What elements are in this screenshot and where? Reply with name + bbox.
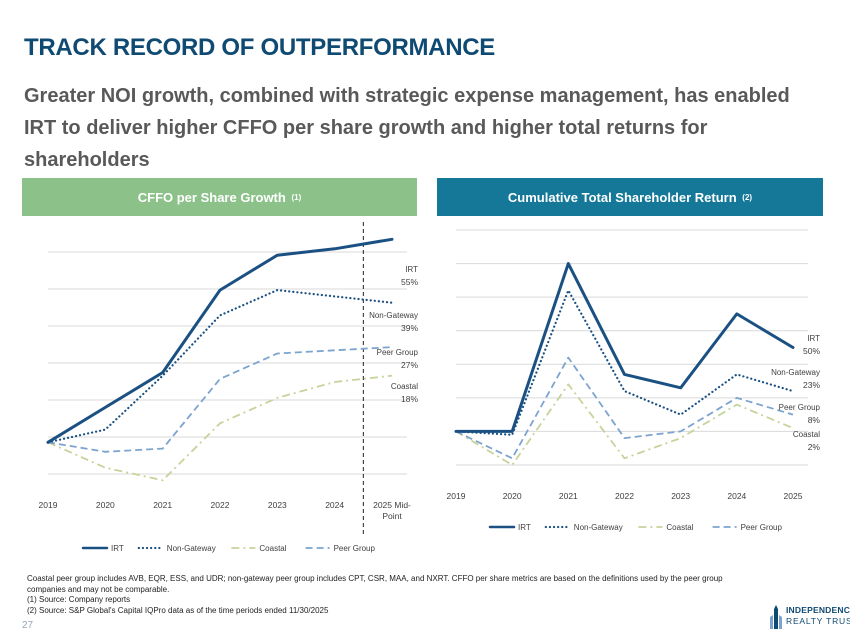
x-tick-label: 2022 [615, 491, 634, 501]
x-tick-label: 2024 [325, 500, 344, 510]
cffo-panel-note: (1) [291, 192, 302, 202]
page-subtitle: Greater NOI growth, combined with strate… [24, 85, 790, 171]
x-tick-label: 2020 [503, 491, 522, 501]
x-tick-label: 2023 [268, 500, 287, 510]
end-label-non-gateway: Non-Gateway [369, 311, 418, 320]
tsr-chart: 2019 2020 2021 2022 2023 2024 2025 IRT 50% Non-Ga… [447, 229, 821, 532]
cffo-panel-title: CFFO per Share Growth [137, 189, 286, 205]
x-tick-label: 2019 [447, 491, 466, 501]
legend-label-coastal: Coastal [666, 523, 693, 532]
company-logo: INDEPENDENCE REALTY TRUST [768, 603, 850, 631]
end-label-coastal: Coastal [793, 430, 820, 439]
logo-text-top: INDEPENDENCE [786, 605, 850, 615]
page-number: 27 [22, 620, 34, 631]
footnotes: Coastal peer group includes AVB, EQR, ES… [27, 574, 757, 616]
x-tick-label: 2022 [211, 500, 230, 510]
tsr-panel-header: Cumulative Total Shareholder Return (2) [437, 178, 823, 216]
footnote-2: (2) Source: S&P Global's Capital IQPro d… [27, 605, 329, 615]
series-line-peer-group [47, 346, 393, 453]
cffo-growth-chart: 2019 2020 2021 2022 2023 2024 2025 Mid-Point IR… [39, 222, 419, 553]
x-tick-label: 2021 [559, 491, 578, 501]
legend-label-non-gateway: Non-Gateway [167, 544, 216, 553]
x-tick-label: 2025 Mid- [373, 500, 411, 510]
legend-label-peer-group: Peer Group [741, 523, 783, 532]
end-label-non-gateway: Non-Gateway [771, 368, 820, 377]
x-tick-label: 2024 [727, 491, 746, 501]
cffo-panel-header: CFFO per Share Growth (1) [22, 178, 417, 216]
legend-label-peer-group: Peer Group [334, 544, 376, 553]
series-line-irt [46, 237, 394, 444]
series-line-peer-group [455, 356, 794, 460]
end-value-non-gateway: 23% [803, 380, 820, 390]
end-label-irt: IRT [807, 334, 820, 343]
footnote-peer-groups: Coastal peer group includes AVB, EQR, ES… [27, 574, 723, 583]
end-value-irt: 55% [401, 277, 418, 287]
series-line-irt [454, 262, 795, 433]
tsr-panel-note: (2) [742, 192, 753, 202]
end-value-coastal: 2% [808, 442, 821, 452]
end-label-peer-group: Peer Group [377, 348, 419, 357]
end-value-irt: 50% [803, 346, 820, 356]
legend-label-irt: IRT [111, 544, 124, 553]
x-tick-label: Point [382, 511, 402, 521]
series-line-coastal [47, 374, 393, 482]
end-value-peer-group: 27% [401, 360, 418, 370]
legend-label-non-gateway: Non-Gateway [574, 523, 623, 532]
end-label-peer-group: Peer Group [779, 403, 821, 412]
series-line-coastal [455, 383, 794, 466]
end-value-peer-group: 8% [808, 415, 821, 425]
x-tick-label: 2021 [153, 500, 172, 510]
x-tick-label: 2025 [784, 491, 803, 501]
end-value-non-gateway: 39% [401, 323, 418, 333]
x-tick-label: 2023 [671, 491, 690, 501]
logo-text-bottom: REALTY TRUST [786, 616, 850, 626]
legend-label-coastal: Coastal [259, 544, 286, 553]
building-logo-icon [770, 605, 782, 629]
footnote-comparability: companies and may not be comparable. [27, 584, 170, 594]
end-value-coastal: 18% [401, 394, 418, 404]
legend-label-irt: IRT [518, 523, 531, 532]
x-tick-label: 2019 [39, 500, 58, 510]
x-tick-label: 2020 [96, 500, 115, 510]
end-label-coastal: Coastal [391, 382, 418, 391]
page-title: TRACK RECORD OF OUTPERFORMANCE [24, 34, 495, 61]
end-label-irt: IRT [405, 265, 418, 274]
series-line-non-gateway [454, 289, 795, 436]
footnote-1: (1) Source: Company reports [27, 595, 131, 604]
tsr-panel-title: Cumulative Total Shareholder Return [507, 189, 737, 205]
series-line-non-gateway [46, 288, 394, 444]
